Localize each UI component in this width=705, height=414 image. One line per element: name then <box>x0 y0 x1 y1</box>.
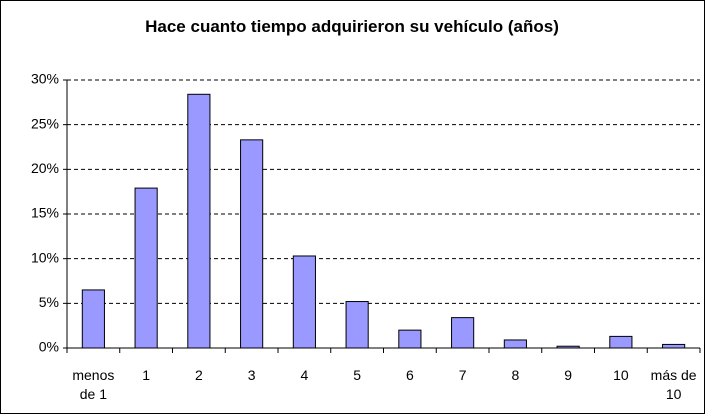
y-tick-label: 10% <box>31 249 59 265</box>
x-tick-label: 1 <box>142 367 151 383</box>
x-tick-label: 2 <box>194 367 203 383</box>
x-tick-label: 5 <box>353 367 362 383</box>
bar <box>556 345 580 349</box>
y-tick-label: 25% <box>31 115 59 131</box>
x-tick-label: 4 <box>300 367 309 383</box>
bar <box>240 139 264 349</box>
bar <box>662 343 686 349</box>
bar <box>345 301 369 349</box>
x-tick-label: menos de 1 <box>72 367 115 402</box>
x-tick-label: 3 <box>247 367 256 383</box>
bar <box>398 329 422 349</box>
bar <box>134 187 158 349</box>
bar <box>503 339 527 349</box>
y-tick-label: 0% <box>39 339 59 355</box>
y-tick-label: 5% <box>39 294 59 310</box>
x-tick-label: 9 <box>564 367 573 383</box>
y-tick-label: 15% <box>31 205 59 221</box>
x-tick-label: 8 <box>511 367 520 383</box>
bar <box>187 93 211 349</box>
chart-title: Hace cuanto tiempo adquirieron su vehícu… <box>145 17 559 36</box>
x-tick-label: más de 10 <box>650 367 697 402</box>
x-tick-label: 10 <box>613 367 629 383</box>
bar <box>451 317 475 349</box>
y-tick-label: 30% <box>31 71 59 87</box>
bar <box>292 255 316 349</box>
y-tick-label: 20% <box>31 160 59 176</box>
bar <box>81 289 105 349</box>
x-tick-label: 7 <box>458 367 467 383</box>
x-tick-label: 6 <box>405 367 414 383</box>
bar <box>609 335 633 349</box>
